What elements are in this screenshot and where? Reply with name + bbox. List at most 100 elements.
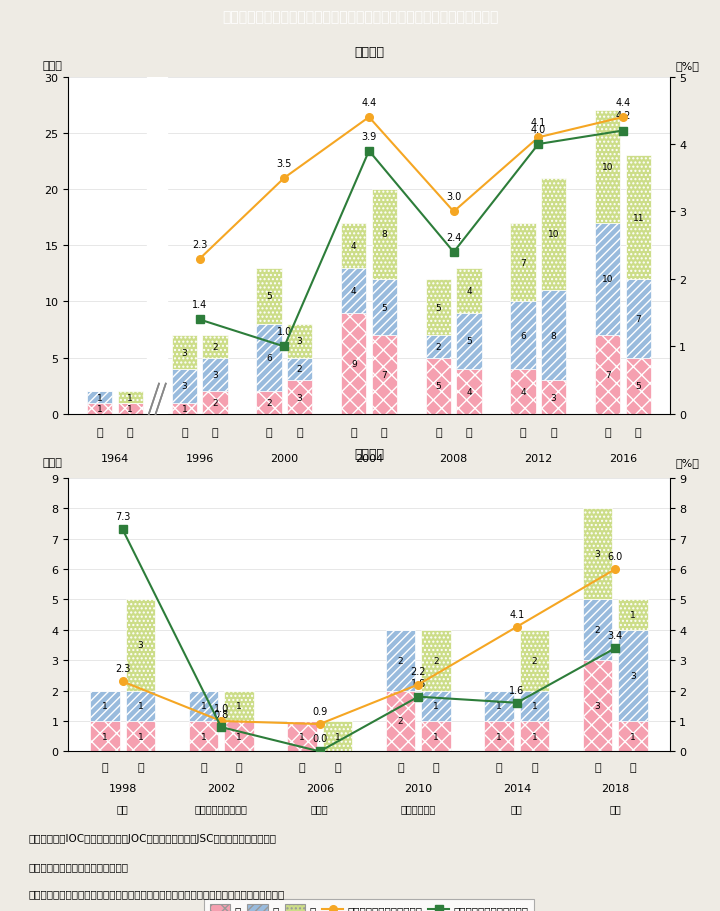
Text: 女: 女 — [181, 428, 188, 438]
Text: 2.3: 2.3 — [192, 240, 207, 250]
Bar — [426, 336, 451, 358]
Bar — [626, 156, 651, 280]
Bar — [510, 302, 536, 370]
Text: ソチ: ソチ — [511, 804, 523, 814]
Text: 5: 5 — [635, 382, 641, 391]
Text: 1: 1 — [97, 394, 103, 402]
Text: 女: 女 — [266, 428, 272, 438]
Text: 3: 3 — [630, 671, 636, 681]
Bar — [323, 722, 352, 752]
Text: 女: 女 — [435, 428, 442, 438]
Text: 9: 9 — [351, 360, 356, 368]
Text: 男: 男 — [466, 428, 472, 438]
Bar — [189, 691, 218, 722]
Text: 6: 6 — [266, 353, 272, 363]
Bar — [456, 370, 482, 415]
Bar — [171, 370, 197, 404]
Text: 1: 1 — [630, 732, 636, 741]
Text: （個）: （個） — [42, 457, 63, 467]
Bar — [541, 291, 567, 381]
Bar — [541, 179, 567, 291]
Bar — [341, 313, 366, 415]
Text: （個）: （個） — [42, 61, 63, 71]
Text: 男: 男 — [550, 428, 557, 438]
Text: 2: 2 — [433, 656, 438, 665]
Text: 男: 男 — [635, 428, 642, 438]
Text: ソルトレークシティ: ソルトレークシティ — [194, 804, 248, 814]
Text: 2012: 2012 — [524, 454, 552, 464]
Text: （%）: （%） — [675, 457, 700, 467]
Text: 男: 男 — [433, 763, 439, 773]
Text: 7.3: 7.3 — [115, 512, 130, 522]
Text: 1: 1 — [201, 732, 207, 741]
Text: 6: 6 — [521, 332, 526, 341]
Text: 4.2: 4.2 — [616, 111, 631, 121]
Text: 3: 3 — [595, 701, 600, 711]
Text: 男: 男 — [137, 763, 144, 773]
Text: 女: 女 — [96, 428, 103, 438]
Text: 2: 2 — [595, 626, 600, 635]
Text: 1: 1 — [433, 701, 439, 711]
Text: 2016: 2016 — [609, 454, 637, 464]
Text: 3: 3 — [138, 640, 143, 650]
Text: 〈冬季〉: 〈冬季〉 — [354, 447, 384, 461]
Text: バンクーバー: バンクーバー — [400, 804, 436, 814]
Text: 1: 1 — [630, 610, 636, 619]
Bar — [256, 324, 282, 392]
Bar — [618, 599, 648, 630]
Bar — [421, 691, 451, 722]
Bar — [90, 722, 120, 752]
Bar — [256, 269, 282, 324]
Bar — [595, 336, 621, 415]
Text: 3: 3 — [212, 371, 217, 380]
Text: 2.3: 2.3 — [115, 663, 130, 673]
Text: 4: 4 — [521, 387, 526, 396]
Bar — [287, 324, 312, 358]
Text: アテネ: アテネ — [360, 478, 378, 488]
Text: Ｉ－特－３図　オリンピックにおける日本人選手のメダル獲得数・獲得率: Ｉ－特－３図 オリンピックにおける日本人選手のメダル獲得数・獲得率 — [222, 10, 498, 25]
Text: 2: 2 — [266, 399, 272, 408]
Text: 3: 3 — [595, 549, 600, 558]
Text: 女: 女 — [594, 763, 601, 773]
Text: 女: 女 — [102, 763, 108, 773]
Bar — [202, 336, 228, 358]
Text: 2010: 2010 — [404, 783, 432, 793]
Bar — [256, 392, 282, 415]
Text: 8: 8 — [382, 230, 387, 240]
Text: 男: 男 — [630, 763, 636, 773]
Bar — [117, 404, 143, 415]
Bar — [520, 722, 549, 752]
Text: 1: 1 — [201, 701, 207, 711]
Bar — [626, 280, 651, 358]
Text: 北京: 北京 — [448, 478, 459, 488]
Bar — [456, 269, 482, 313]
Text: 10: 10 — [548, 230, 559, 240]
Bar — [456, 313, 482, 370]
Text: 3: 3 — [181, 348, 187, 357]
Bar — [341, 223, 366, 269]
Text: 7: 7 — [521, 259, 526, 267]
Text: 3.5: 3.5 — [276, 159, 292, 169]
Bar — [595, 111, 621, 223]
Bar — [626, 358, 651, 415]
Text: 2000: 2000 — [270, 454, 298, 464]
Text: 1: 1 — [335, 732, 341, 741]
Text: （備考）１．IOCホームページ，JOCホームページ及びJSC提供データより作成。: （備考）１．IOCホームページ，JOCホームページ及びJSC提供データより作成。 — [29, 834, 276, 844]
Bar — [189, 722, 218, 752]
Bar — [287, 722, 317, 752]
Text: 長野: 長野 — [117, 804, 128, 814]
Bar — [386, 691, 415, 752]
Text: 7: 7 — [635, 314, 641, 323]
Bar — [485, 722, 514, 752]
Bar — [541, 381, 567, 415]
Text: 1: 1 — [531, 732, 537, 741]
Bar — [520, 630, 549, 691]
Text: 男: 男 — [235, 763, 242, 773]
Text: 4: 4 — [466, 387, 472, 396]
Bar — [421, 722, 451, 752]
Bar — [287, 358, 312, 381]
Bar — [372, 189, 397, 280]
Bar — [224, 691, 253, 722]
Text: 平昌: 平昌 — [610, 804, 621, 814]
Text: 1: 1 — [181, 404, 187, 414]
